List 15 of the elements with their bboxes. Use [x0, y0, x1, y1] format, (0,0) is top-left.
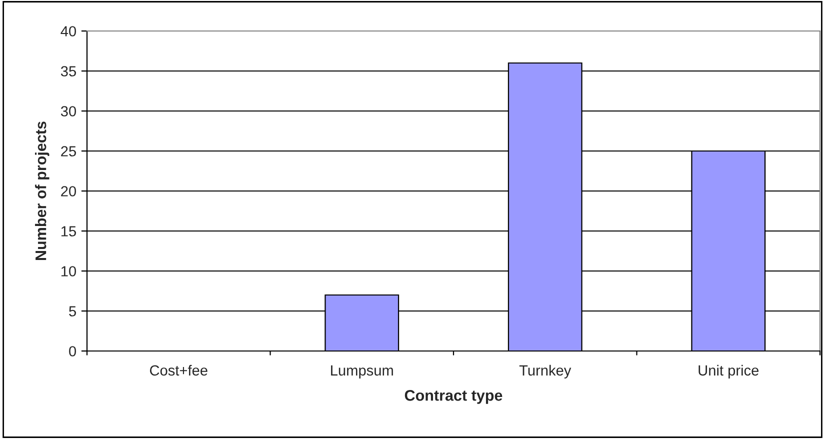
y-tick-label: 25: [61, 146, 76, 156]
y-tick-label: 10: [61, 266, 76, 276]
x-tick-label: Turnkey: [519, 364, 572, 378]
y-tick-label: 35: [60, 66, 76, 76]
y-tick-label: 15: [61, 226, 76, 236]
x-tick-label: Unit price: [698, 364, 759, 378]
y-tick-label: 30: [60, 106, 76, 116]
x-axis-title: Contract type: [404, 390, 502, 404]
y-tick-label: 40: [60, 26, 76, 36]
x-tick-label: Cost+fee: [150, 364, 208, 376]
y-tick-label: 20: [61, 186, 76, 196]
y-tick-label: 5: [69, 306, 76, 316]
y-tick-label: 0: [69, 346, 76, 356]
y-axis-title: Number of projects: [35, 122, 50, 260]
x-tick-label: Lumpsum: [331, 365, 393, 378]
